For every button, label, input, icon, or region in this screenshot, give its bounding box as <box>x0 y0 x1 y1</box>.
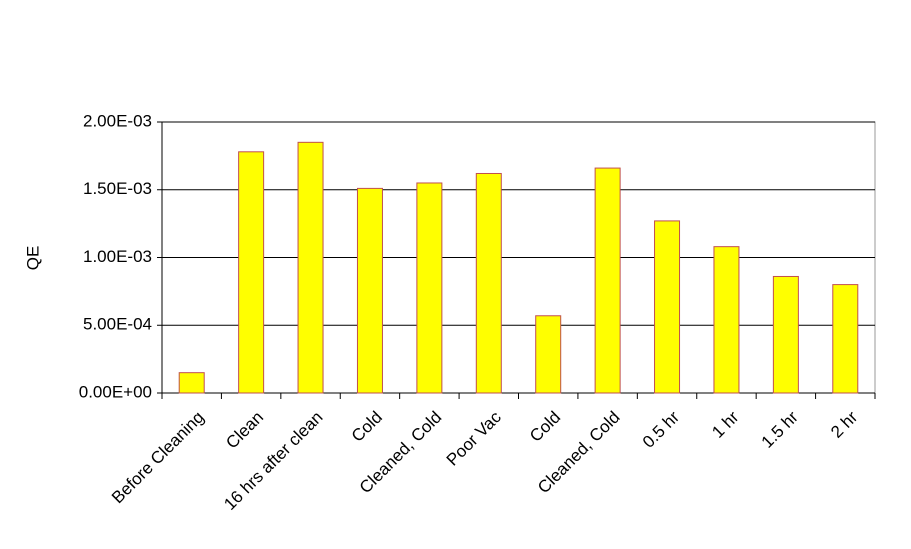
x-tick-label: 0.5 hr <box>639 407 683 451</box>
bar <box>535 315 562 394</box>
y-tick-label: 1.50E-03 <box>83 179 152 198</box>
bar <box>475 172 502 394</box>
bar <box>238 151 265 394</box>
bar <box>832 284 859 394</box>
x-tick-label: Before Cleaning <box>108 408 208 508</box>
bar <box>178 372 205 394</box>
bar <box>594 167 621 394</box>
x-tick-label: Clean <box>222 408 267 453</box>
bar <box>356 187 383 394</box>
x-tick-label: 16 hrs after clean <box>220 408 326 514</box>
y-tick-label: 1.00E-03 <box>83 247 152 266</box>
bar <box>416 182 443 394</box>
x-tick-label: Poor Vac <box>443 407 505 469</box>
y-axis-label: QE <box>23 246 42 271</box>
y-tick-label: 2.00E-03 <box>83 111 152 130</box>
x-tick-label: 2 hr <box>827 407 861 441</box>
bar <box>654 220 681 394</box>
x-tick-label: 1.5 hr <box>758 407 802 451</box>
bar <box>772 275 799 394</box>
x-tick-label: 1 hr <box>708 407 742 441</box>
y-tick-label: 0.00E+00 <box>79 382 152 401</box>
bar <box>297 141 324 394</box>
x-tick-label: Cold <box>526 408 564 446</box>
bar <box>713 246 740 394</box>
y-tick-label: 5.00E-04 <box>83 315 152 334</box>
x-tick-label: Cold <box>348 408 386 446</box>
